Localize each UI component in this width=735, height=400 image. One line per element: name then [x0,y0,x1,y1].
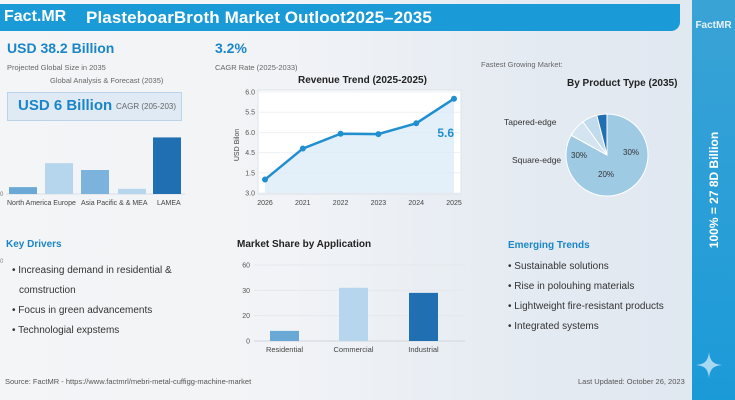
sidebar-logo: FactMR [695,20,732,31]
y-tick-label: 3.0 [245,191,255,198]
product-pie-chart: Tapered-edge Square-edge 30% 20% 30% [504,113,649,197]
right-sidebar: FactMR 100% = 27 8D Billion [692,0,735,400]
y-tick-label: 1.5 [245,170,255,177]
x-tick-label: Industrial [408,345,439,354]
y-tick-label: 0 [246,339,250,346]
header-bar: Fact.MR PlasteboarBroth Market Outloot20… [0,4,680,31]
list-item: • Integrated systems [508,321,599,332]
list-item: • Sustainable solutions [508,261,609,272]
sidebar-caption: 100% = 27 8D Billion [707,131,721,249]
x-tick-label: Residential [266,345,303,354]
x-tick-label: Asia Pacific & & MEA [81,200,148,207]
market-size-label: Projected Global Size in 2035 [7,63,106,72]
forecast-label: Global Analysis & Forecast (2035) [50,76,164,85]
data-point [451,95,457,102]
annotation-label: 5.6 [437,126,454,140]
bar [153,137,181,194]
source-note: Source: FactMR - https://www.factmrl/meb… [5,377,252,386]
last-updated: Last Updated: October 26, 2023 [578,377,685,386]
x-tick-label: 2023 [371,200,387,207]
stray-tick: 0 [0,259,4,265]
data-point [299,145,306,152]
y-tick-label: 30 [242,288,250,295]
bar [118,188,146,194]
series-line [264,97,455,181]
data-point [337,130,344,137]
key-drivers-list: • Increasing demand in residential & com… [12,265,232,345]
revenue-trend-title: Revenue Trend (2025-2025) [298,75,427,86]
application-bar-chart: 0 20 30 60 Residential Commercial Industrial [242,263,465,354]
highlight-box: USD 6 Billion CAGR (205-203) [7,92,182,121]
x-tick-label: 2024 [408,200,424,207]
key-drivers-title: Key Drivers [6,239,62,250]
emerging-trends-list: • Sustainable solutions • Rise in polouh… [508,261,698,341]
y-tick-label: 60 [242,263,250,270]
y-tick-label: 20 [242,313,250,320]
pie-slice [596,113,608,156]
x-tick-label: 2026 [257,200,273,207]
pie-slice-label: 30% [623,148,639,157]
regional-bar-chart: 0 North America Europe Asia Pacific & & … [0,137,185,207]
x-tick-label: Commercial [333,345,373,354]
sparkle-icon [696,352,722,378]
list-item: • Focus in green advancements [12,305,153,316]
data-point [413,120,420,127]
x-tick-label: 2025 [446,200,462,207]
y-tick-label: 0 [0,192,4,198]
highlight-value: USD 6 Billion [18,97,113,114]
y-tick-label: 6.0 [245,130,255,137]
y-axis-label: USD Bilon [234,129,241,161]
list-item: • Technologial expstems [12,325,120,336]
data-point [375,131,382,138]
list-item: • Lightweight fire-resistant products [508,301,664,312]
pie-outer-label: Tapered-edge [504,117,557,127]
x-tick-label: 2021 [295,200,311,207]
bar [81,170,109,194]
highlight-label: CAGR (205-203) [116,102,177,111]
cagr-value: 3.2% [215,40,247,56]
pie-title: By Product Type (2035) [567,78,678,89]
y-tick-label: 4.5 [245,150,255,157]
list-item: • Increasing demand in residential & [12,265,172,276]
page-title: PlasteboarBroth Market Outloot2025–2035 [86,8,432,27]
bar [339,287,368,341]
area-fill [265,98,454,193]
x-tick-label: LAMEA [157,200,181,207]
market-share-title: Market Share by Application [237,239,372,250]
bar [409,292,438,341]
pie-slice [565,113,649,197]
market-size-value: USD 38.2 Billion [7,40,115,56]
pie-outer-label: Square-edge [512,155,561,165]
emerging-trends-title: Emerging Trends [508,240,590,251]
cagr-label: CAGR Rate (2025-2033) [215,63,298,72]
revenue-line-chart: 6.0 5.5 6.0 4.5 1.5 3.0 USD Bilon 2026 2021 202… [234,89,462,207]
pie-slice-label: 20% [598,170,614,179]
bar [9,187,37,194]
x-tick-label: 2022 [333,200,349,207]
bar [270,330,299,341]
y-tick-label: 6.0 [245,90,255,97]
x-tick-label: North America Europe [7,200,76,207]
pie-slice-label: 30% [571,151,587,160]
bar [45,163,73,194]
brand-logo: Fact.MR [4,8,67,25]
list-item: • Rise in polouhing materials [508,281,635,292]
y-tick-label: 5.5 [245,110,255,117]
data-point [262,176,268,183]
list-item: comstruction [19,285,76,296]
fastest-growing-label: Fastest Growing Market: [481,60,563,69]
